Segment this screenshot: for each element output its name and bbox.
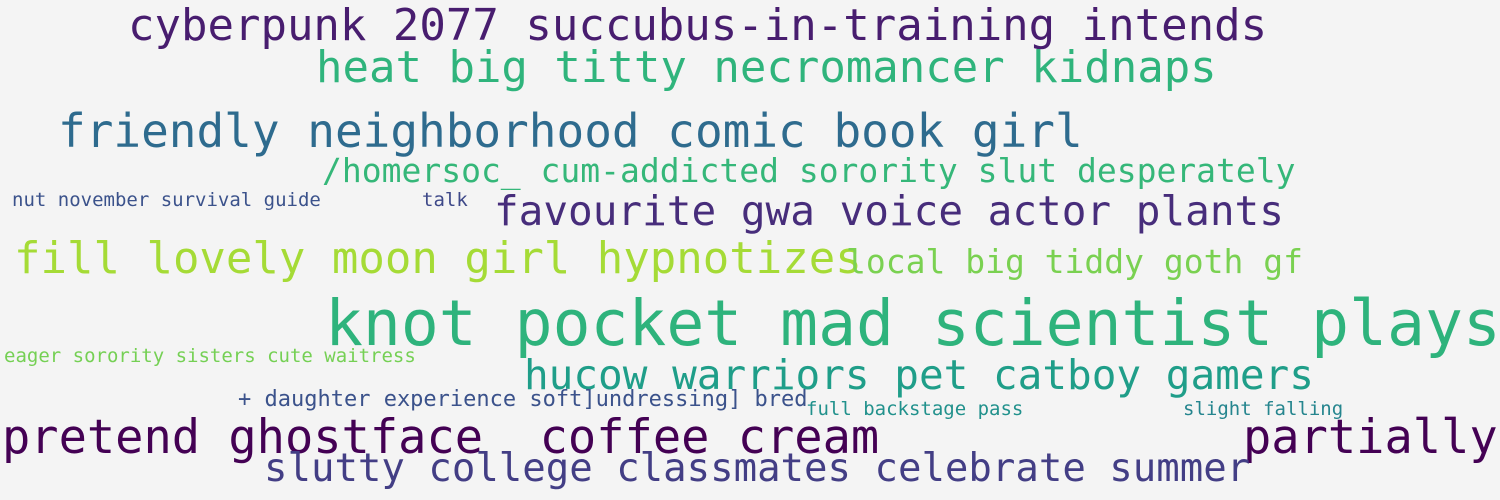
- word-catboy-phrase: hucow warriors pet catboy gamers: [524, 351, 1314, 399]
- word-survival-guide: nut november survival guide: [12, 189, 321, 211]
- word-backstage-pass: full backstage pass: [806, 398, 1024, 420]
- word-ghostface-phrase: pretend ghostface coffee cream: [2, 410, 880, 465]
- word-partially: partially: [1243, 410, 1498, 465]
- word-cyberpunk-phrase: cyberpunk 2077 succubus-in-training inte…: [128, 0, 1268, 51]
- word-goth-phrase: local big tiddy goth gf: [846, 242, 1303, 281]
- word-waitress-phrase: eager sorority sisters cute waitress: [4, 345, 416, 367]
- word-voice-actor-phrase: favourite gwa voice actor plants: [494, 187, 1284, 235]
- word-comic-book-phrase: friendly neighborhood comic book girl: [58, 104, 1083, 158]
- word-scientist-phrase: knot pocket mad scientist plays: [325, 287, 1500, 360]
- word-sorority-phrase: /homersoc_ cum-addicted sorority slut de…: [322, 151, 1296, 190]
- word-necromancer-phrase: heat big titty necromancer kidnaps: [316, 42, 1217, 93]
- word-slight-falling: slight falling: [1183, 398, 1344, 420]
- word-moon-girl-phrase: fill lovely moon girl hypnotizes: [14, 233, 862, 284]
- word-classmates-phrase: slutty college classmates celebrate summ…: [264, 446, 1251, 491]
- word-talk: talk: [422, 189, 468, 211]
- word-daughter-phrase: + daughter experience soft]undressing] b…: [238, 387, 808, 412]
